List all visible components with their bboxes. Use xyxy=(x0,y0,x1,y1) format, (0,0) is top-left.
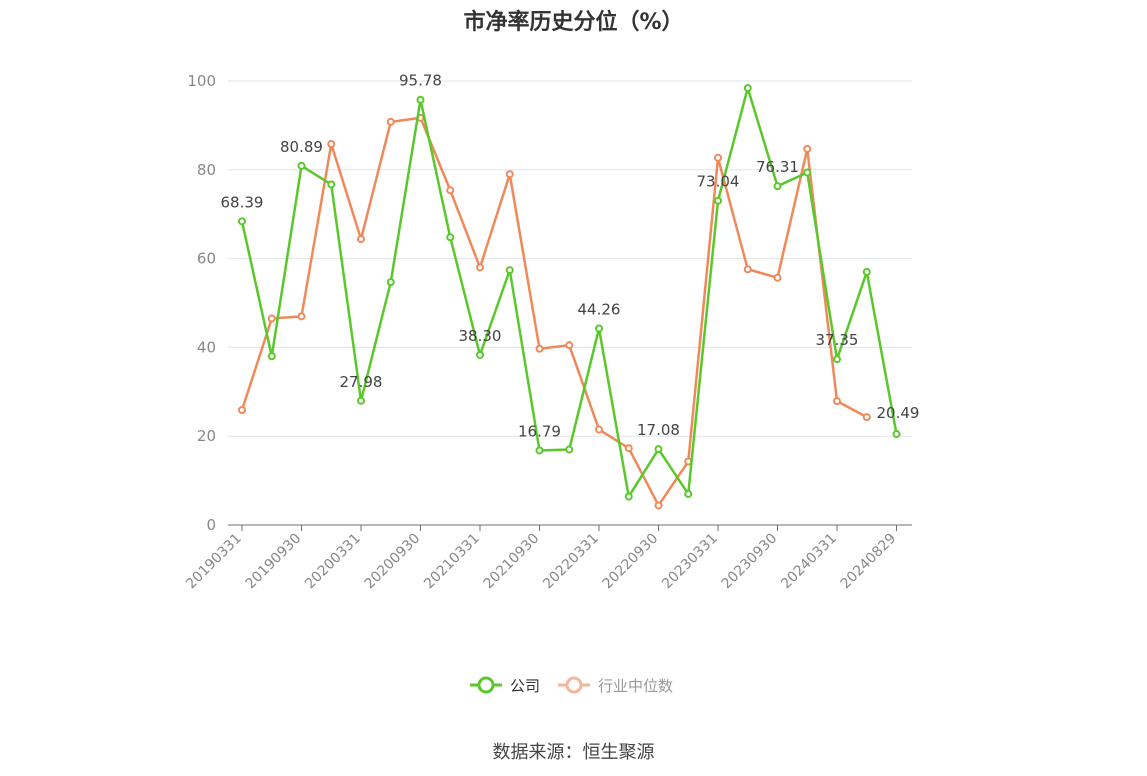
company-point xyxy=(743,84,752,93)
data-label: 68.39 xyxy=(221,193,264,211)
company-point xyxy=(684,489,693,498)
industry-point xyxy=(654,501,663,510)
data-label: 44.26 xyxy=(578,300,621,318)
data-labels: 68.39 80.89 27.98 95.78 38.30 16.79 44.26 17.08… xyxy=(221,72,920,441)
data-label: 95.78 xyxy=(399,72,442,90)
company-point xyxy=(565,445,574,454)
y-tick-label: 0 xyxy=(206,516,216,534)
x-tick-label: 20220930 xyxy=(600,531,662,593)
data-label: 20.49 xyxy=(877,404,920,422)
company-point xyxy=(624,492,633,501)
industry-point xyxy=(238,406,246,415)
industry-point xyxy=(446,186,455,195)
x-tick-label: 20240829 xyxy=(838,531,900,593)
company-point xyxy=(267,352,276,361)
legend-industry-icon xyxy=(558,676,591,694)
x-tick-label: 20190331 xyxy=(183,531,245,593)
company-point xyxy=(238,217,246,226)
company-point xyxy=(416,95,425,104)
data-label: 17.08 xyxy=(637,421,680,439)
x-tick-label: 20200930 xyxy=(362,531,424,593)
y-tick-label: 100 xyxy=(187,72,216,90)
data-label: 37.35 xyxy=(816,331,859,349)
chart-title: 市净率历史分位（%） xyxy=(463,10,684,35)
industry-point xyxy=(803,144,812,153)
x-tick-label: 20230331 xyxy=(659,531,721,593)
company-point xyxy=(892,430,901,439)
legend-item-company[interactable]: 公司 xyxy=(470,675,540,696)
company-point xyxy=(714,196,722,205)
company-point xyxy=(803,168,812,177)
x-tick-label: 20190930 xyxy=(243,531,305,593)
company-point xyxy=(535,446,544,455)
industry-point xyxy=(565,341,574,350)
industry-point xyxy=(773,273,782,282)
industry-point xyxy=(476,263,484,272)
y-tick-label: 80 xyxy=(197,161,216,179)
industry-line xyxy=(240,116,868,507)
company-point xyxy=(773,182,782,191)
company-point xyxy=(476,350,484,359)
x-tick-label: 20210930 xyxy=(481,531,543,593)
industry-point xyxy=(743,265,752,274)
grid-lines xyxy=(228,80,912,437)
y-tick-label: 20 xyxy=(197,427,216,445)
industry-point xyxy=(357,235,365,244)
company-point xyxy=(595,324,603,333)
company-point xyxy=(505,266,514,275)
data-label: 38.30 xyxy=(459,327,502,345)
industry-point xyxy=(505,170,514,179)
company-point xyxy=(357,396,365,405)
company-point xyxy=(446,233,455,242)
x-tick-label: 20230930 xyxy=(719,531,781,593)
company-point xyxy=(327,180,336,189)
company-point xyxy=(654,445,663,454)
data-label: 73.04 xyxy=(697,173,740,191)
x-tick-label: 20240331 xyxy=(778,531,840,593)
legend-label-company: 公司 xyxy=(510,676,541,695)
legend-item-industry[interactable]: 行业中位数 xyxy=(558,675,673,696)
industry-point xyxy=(267,314,276,323)
series-lines xyxy=(238,84,901,510)
company-point xyxy=(833,355,841,364)
data-label: 27.98 xyxy=(340,373,383,391)
data-source: 数据来源：恒生聚源 xyxy=(492,742,655,763)
industry-point xyxy=(624,444,633,453)
data-label: 16.79 xyxy=(518,422,561,440)
company-point xyxy=(386,278,395,287)
x-tick-label: 20200331 xyxy=(302,531,364,593)
industry-point xyxy=(535,344,544,353)
industry-point xyxy=(595,425,603,434)
industry-point xyxy=(297,312,306,321)
y-tick-label: 60 xyxy=(197,250,216,268)
industry-point xyxy=(386,117,395,126)
data-label: 76.31 xyxy=(756,158,799,176)
industry-point xyxy=(862,413,871,422)
y-tick-label: 40 xyxy=(197,338,216,356)
industry-point xyxy=(327,140,336,149)
legend: 公司 行业中位数 xyxy=(470,673,691,697)
x-tick-label: 20210331 xyxy=(421,531,483,593)
legend-company-icon xyxy=(470,676,502,694)
industry-point xyxy=(714,153,722,162)
legend-label-industry: 行业中位数 xyxy=(598,676,674,695)
company-point xyxy=(862,267,871,276)
industry-point xyxy=(833,397,841,406)
company-line xyxy=(240,86,898,498)
company-point xyxy=(297,161,306,170)
x-tick-label: 20220331 xyxy=(540,531,602,593)
data-label: 80.89 xyxy=(280,138,323,156)
